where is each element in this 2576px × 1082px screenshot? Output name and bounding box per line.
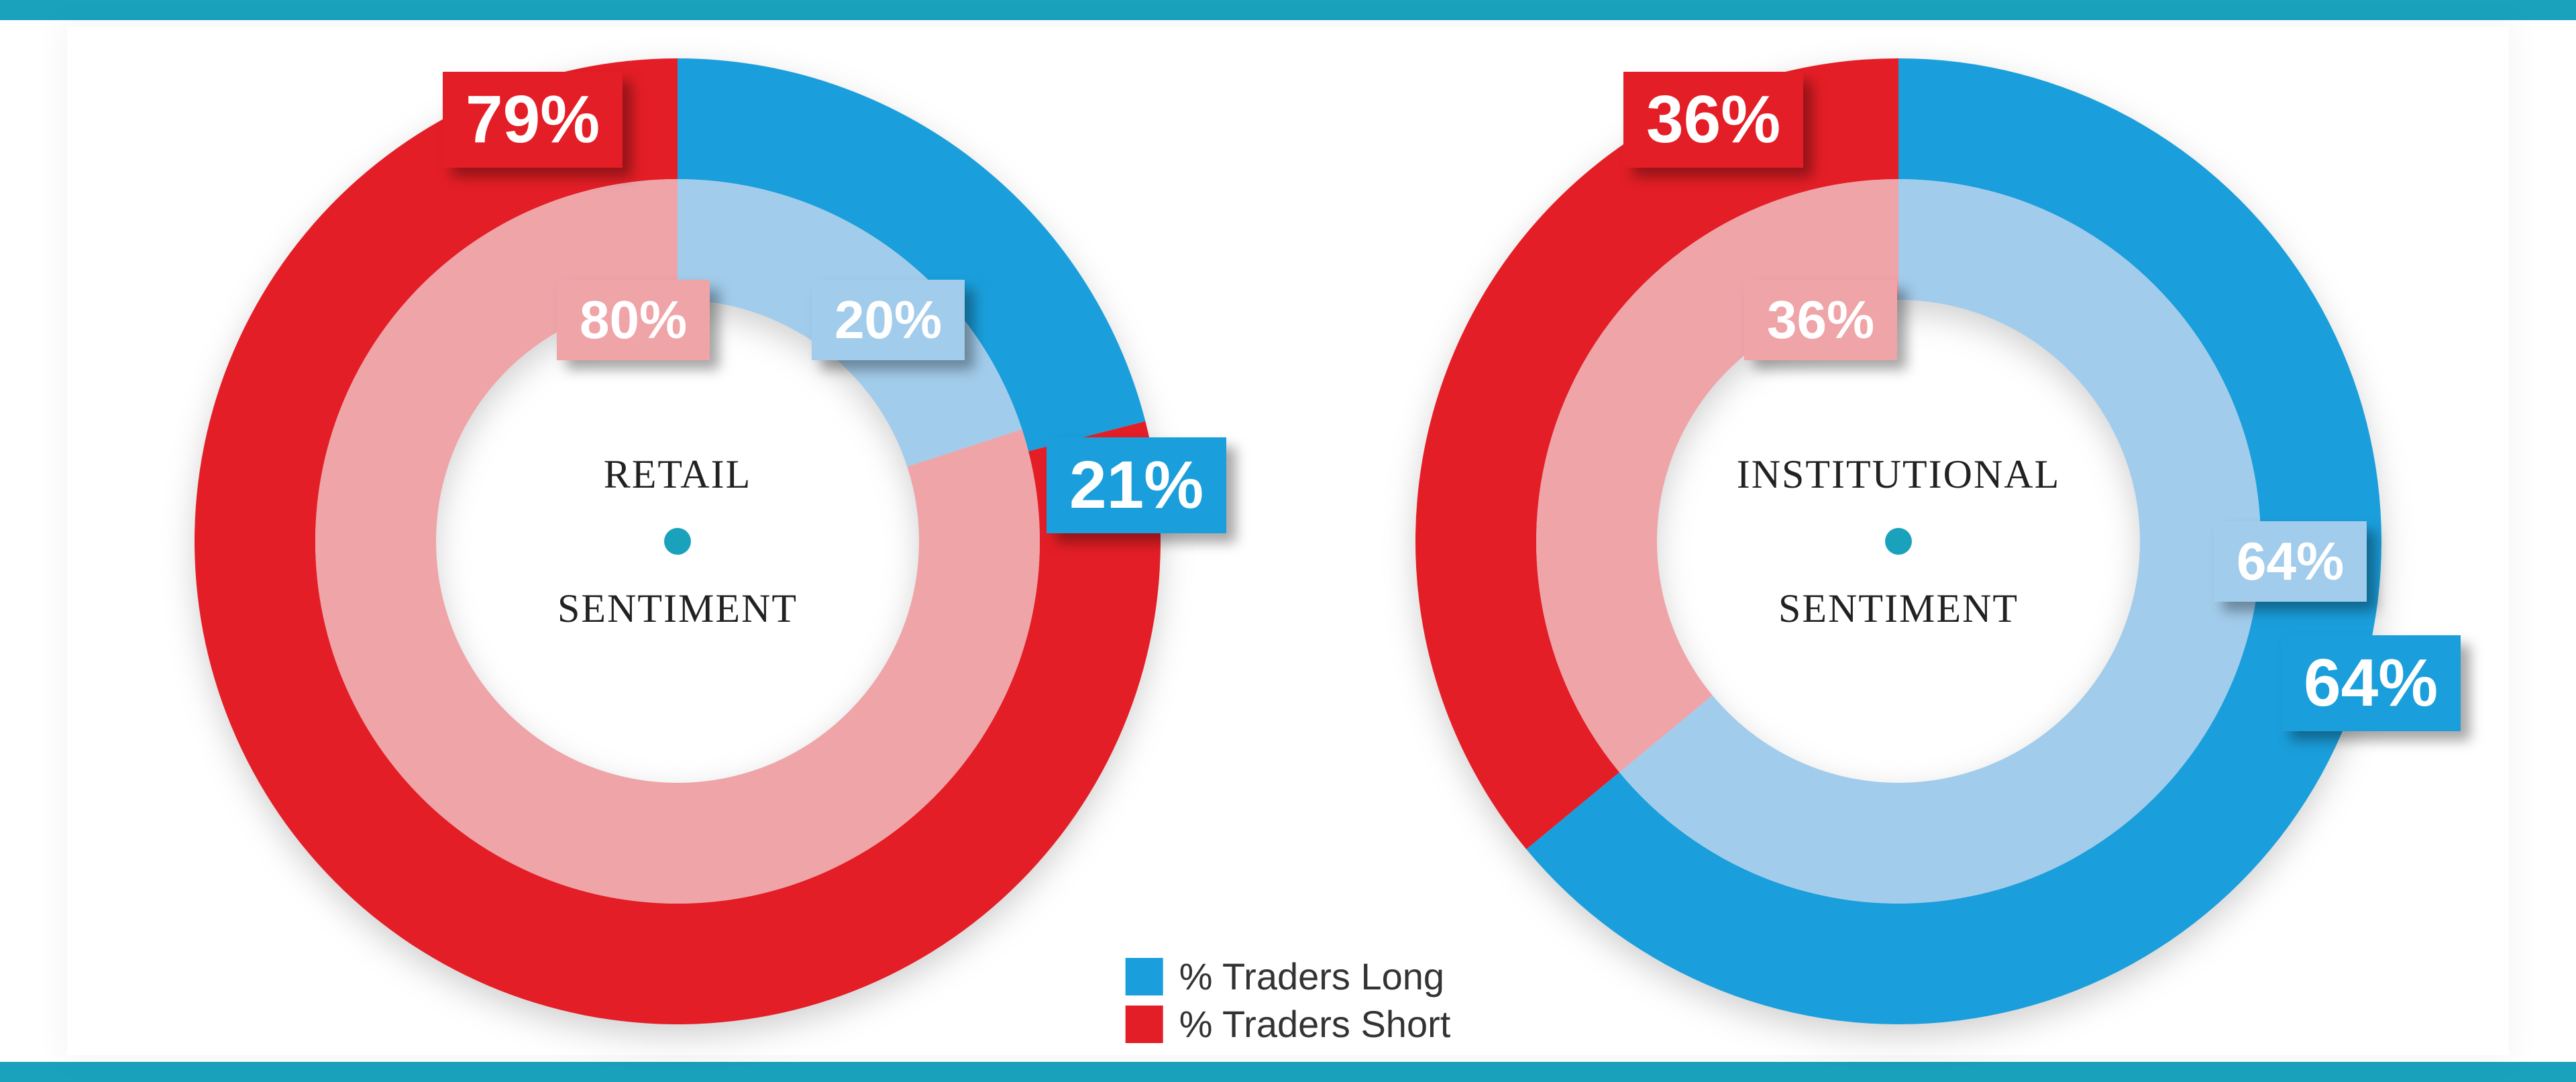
retail-inner-short-badge: 80% <box>557 280 710 360</box>
retail-sentiment-chart: RETAIL SENTIMENT 79% 80% 20% 21% <box>141 32 1214 1051</box>
bottom-accent-bar <box>0 1062 2576 1082</box>
legend-swatch-short-icon <box>1126 1006 1163 1043</box>
retail-outer-short-badge: 79% <box>443 72 623 168</box>
legend-label-short: % Traders Short <box>1179 1002 1451 1046</box>
legend-item-short: % Traders Short <box>1126 1002 1451 1046</box>
legend: % Traders Long % Traders Short <box>1126 951 1451 1050</box>
legend-swatch-long-icon <box>1126 958 1163 995</box>
chart-area: RETAIL SENTIMENT 79% 80% 20% 21% INSTITU… <box>67 27 2509 1055</box>
top-accent-bar <box>0 0 2576 20</box>
institutional-outer-short-badge: 36% <box>1623 72 1803 168</box>
institutional-inner-long-badge: 64% <box>2214 521 2367 602</box>
page: RETAIL SENTIMENT 79% 80% 20% 21% INSTITU… <box>0 0 2576 1082</box>
institutional-outer-long-badge: 64% <box>2281 635 2461 731</box>
institutional-inner-short-badge: 36% <box>1744 280 1897 360</box>
legend-item-long: % Traders Long <box>1126 955 1451 998</box>
institutional-sentiment-chart: INSTITUTIONAL SENTIMENT 36% 36% 64% 64% <box>1362 32 2435 1051</box>
retail-inner-long-badge: 20% <box>812 280 965 360</box>
legend-label-long: % Traders Long <box>1179 955 1444 998</box>
institutional-center-dot-icon <box>1885 528 1912 555</box>
retail-outer-long-badge: 21% <box>1046 437 1226 533</box>
retail-center-dot-icon <box>664 528 691 555</box>
